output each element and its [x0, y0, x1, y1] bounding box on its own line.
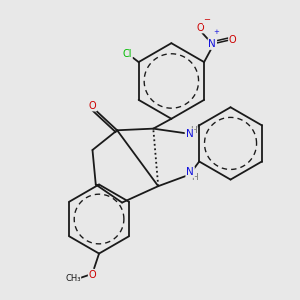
- Text: N: N: [208, 39, 216, 49]
- Text: H: H: [190, 126, 197, 135]
- Text: N: N: [186, 167, 194, 177]
- Text: CH₃: CH₃: [65, 274, 80, 283]
- Text: O: O: [196, 22, 204, 33]
- Text: O: O: [229, 35, 236, 45]
- Text: O: O: [89, 270, 96, 280]
- Text: H: H: [191, 173, 198, 182]
- Text: O: O: [89, 100, 96, 111]
- Text: −: −: [204, 16, 211, 25]
- Text: N: N: [186, 129, 193, 139]
- Text: +: +: [213, 29, 219, 35]
- Text: Cl: Cl: [122, 49, 132, 59]
